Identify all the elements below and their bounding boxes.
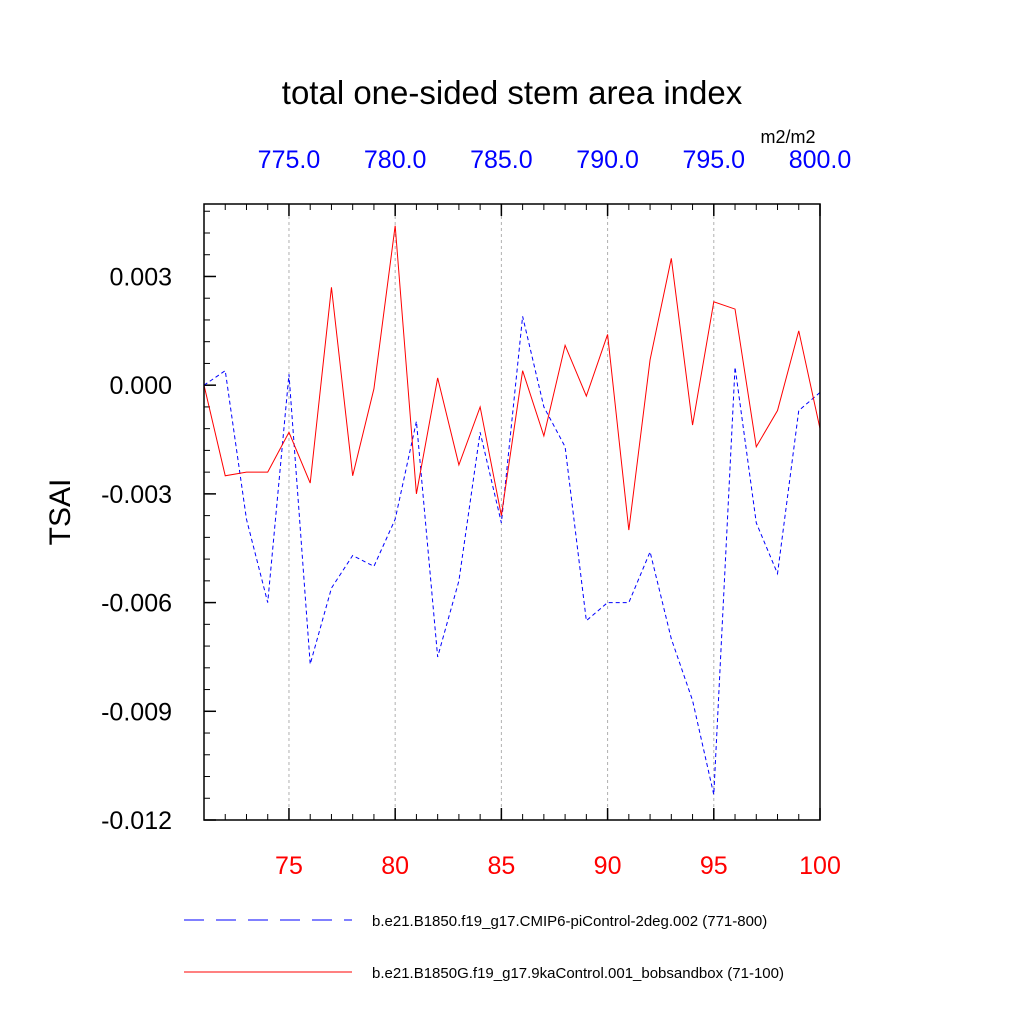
x-tick-label: 90 <box>594 852 622 880</box>
y-tick-label: -0.009 <box>101 698 172 726</box>
x-tick-label: 75 <box>275 852 303 880</box>
top-tick-label: 800.0 <box>789 146 852 174</box>
top-tick-label: 785.0 <box>470 146 533 174</box>
x-tick-label: 95 <box>700 852 728 880</box>
y-tick-label: 0.003 <box>109 263 172 291</box>
top-tick-label: 795.0 <box>683 146 746 174</box>
tick-labels: 75 80 85 90 95 100 775.0 780.0 785.0 790.0 795.0 80… <box>101 146 851 880</box>
plot-frame <box>203 203 821 821</box>
y-tick-label: -0.012 <box>101 807 172 835</box>
legend: b.e21.B1850.f19_g17.CMIP6-piControl-2deg… <box>184 913 784 982</box>
legend-label: b.e21.B1850G.f19_g17.9kaControl.001_bobs… <box>372 965 784 982</box>
x-tick-label: 100 <box>799 852 841 880</box>
y-axis-label: TSAI <box>44 479 77 546</box>
series-layer <box>203 225 821 795</box>
y-tick-label: -0.006 <box>101 590 172 618</box>
chart-title: total one-sided stem area index <box>282 74 743 111</box>
top-tick-label: 775.0 <box>258 146 321 174</box>
x-tick-label: 85 <box>487 852 515 880</box>
x-tick-label: 80 <box>381 852 409 880</box>
gridlines <box>288 204 715 820</box>
units-label: m2/m2 <box>760 127 815 147</box>
y-tick-label: -0.003 <box>101 481 172 509</box>
top-tick-label: 790.0 <box>576 146 639 174</box>
legend-label: b.e21.B1850.f19_g17.CMIP6-piControl-2deg… <box>372 913 767 930</box>
series-line-1 <box>203 316 821 795</box>
y-tick-label: 0.000 <box>109 372 172 400</box>
series-line-2 <box>203 225 821 531</box>
top-tick-label: 780.0 <box>364 146 427 174</box>
